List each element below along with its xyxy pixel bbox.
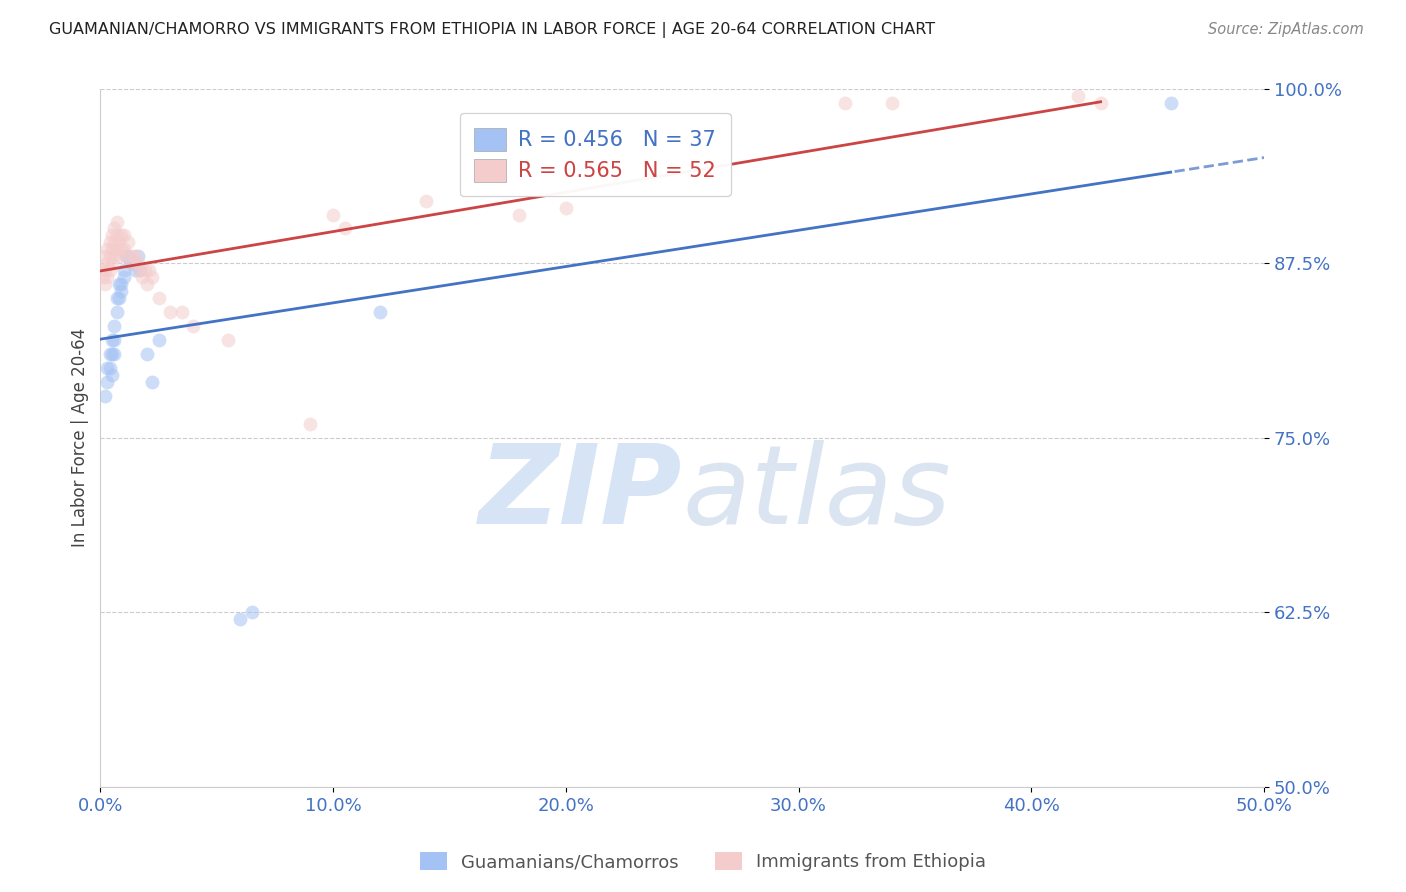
Point (105, 291, 128, 305)
Point (98, 263, 121, 277)
Point (554, 201, 576, 215)
Point (112, 263, 135, 277)
Point (94, 263, 117, 277)
Point (91, 263, 114, 277)
Point (108, 235, 131, 250)
Point (112, 270, 135, 285)
Point (110, 285, 132, 299)
Point (103, 333, 125, 347)
Point (96, 361, 118, 376)
Point (103, 221, 125, 235)
Point (101, 368, 124, 382)
Point (135, 347, 157, 361)
Point (138, 263, 160, 277)
Point (103, 235, 125, 250)
Point (141, 270, 163, 285)
Point (94, 249, 117, 263)
Point (96, 243, 118, 257)
Legend: Guamanians/Chamorros, Immigrants from Ethiopia: Guamanians/Chamorros, Immigrants from Et… (412, 845, 994, 879)
Point (98, 361, 121, 376)
Point (96, 270, 118, 285)
Point (105, 243, 128, 257)
Point (131, 270, 153, 285)
Point (135, 277, 157, 292)
Point (183, 319, 205, 334)
Point (880, 95, 903, 110)
Text: Source: ZipAtlas.com: Source: ZipAtlas.com (1208, 22, 1364, 37)
Point (105, 214, 128, 228)
Y-axis label: In Labor Force | Age 20-64: In Labor Force | Age 20-64 (72, 328, 89, 548)
Point (148, 333, 170, 347)
Point (129, 263, 152, 277)
Point (101, 256, 124, 270)
Point (298, 417, 321, 431)
Point (115, 249, 138, 263)
Point (98, 347, 121, 361)
Point (127, 249, 149, 263)
Text: atlas: atlas (682, 441, 950, 547)
Point (415, 194, 437, 208)
Point (1090, 95, 1112, 110)
Point (129, 263, 152, 277)
Point (110, 277, 132, 292)
Point (108, 291, 131, 305)
Point (120, 256, 142, 270)
Point (96, 256, 118, 270)
Point (1160, 95, 1182, 110)
Point (103, 249, 125, 263)
Point (217, 333, 239, 347)
Point (122, 256, 145, 270)
Point (124, 263, 146, 277)
Point (115, 249, 138, 263)
Point (101, 333, 124, 347)
Legend: R = 0.456   N = 37, R = 0.565   N = 52: R = 0.456 N = 37, R = 0.565 N = 52 (460, 113, 731, 196)
Point (96, 375, 118, 389)
Point (117, 235, 139, 250)
Point (127, 256, 149, 270)
Point (98, 235, 121, 250)
Point (124, 249, 146, 263)
Point (229, 612, 252, 626)
Point (98, 249, 121, 263)
Point (103, 347, 125, 361)
Point (110, 228, 132, 243)
Point (101, 243, 124, 257)
Point (112, 228, 135, 243)
Point (148, 291, 170, 305)
Point (120, 256, 142, 270)
Point (110, 243, 132, 257)
Point (91, 270, 114, 285)
Point (108, 277, 131, 292)
Point (94, 277, 117, 292)
Point (122, 249, 145, 263)
Point (117, 249, 139, 263)
Point (105, 228, 128, 243)
Point (834, 95, 856, 110)
Point (101, 228, 124, 243)
Point (322, 208, 344, 222)
Point (333, 221, 356, 235)
Point (508, 208, 530, 222)
Point (159, 305, 181, 319)
Point (105, 305, 128, 319)
Point (101, 347, 124, 361)
Point (103, 319, 125, 334)
Text: GUAMANIAN/CHAMORRO VS IMMIGRANTS FROM ETHIOPIA IN LABOR FORCE | AGE 20-64 CORREL: GUAMANIAN/CHAMORRO VS IMMIGRANTS FROM ET… (49, 22, 935, 38)
Point (170, 305, 193, 319)
Point (108, 249, 131, 263)
Point (368, 305, 391, 319)
Point (141, 375, 163, 389)
Point (134, 263, 156, 277)
Text: ZIP: ZIP (478, 441, 682, 547)
Point (94, 389, 117, 403)
Point (240, 605, 263, 619)
Point (1067, 88, 1090, 103)
Point (112, 243, 135, 257)
